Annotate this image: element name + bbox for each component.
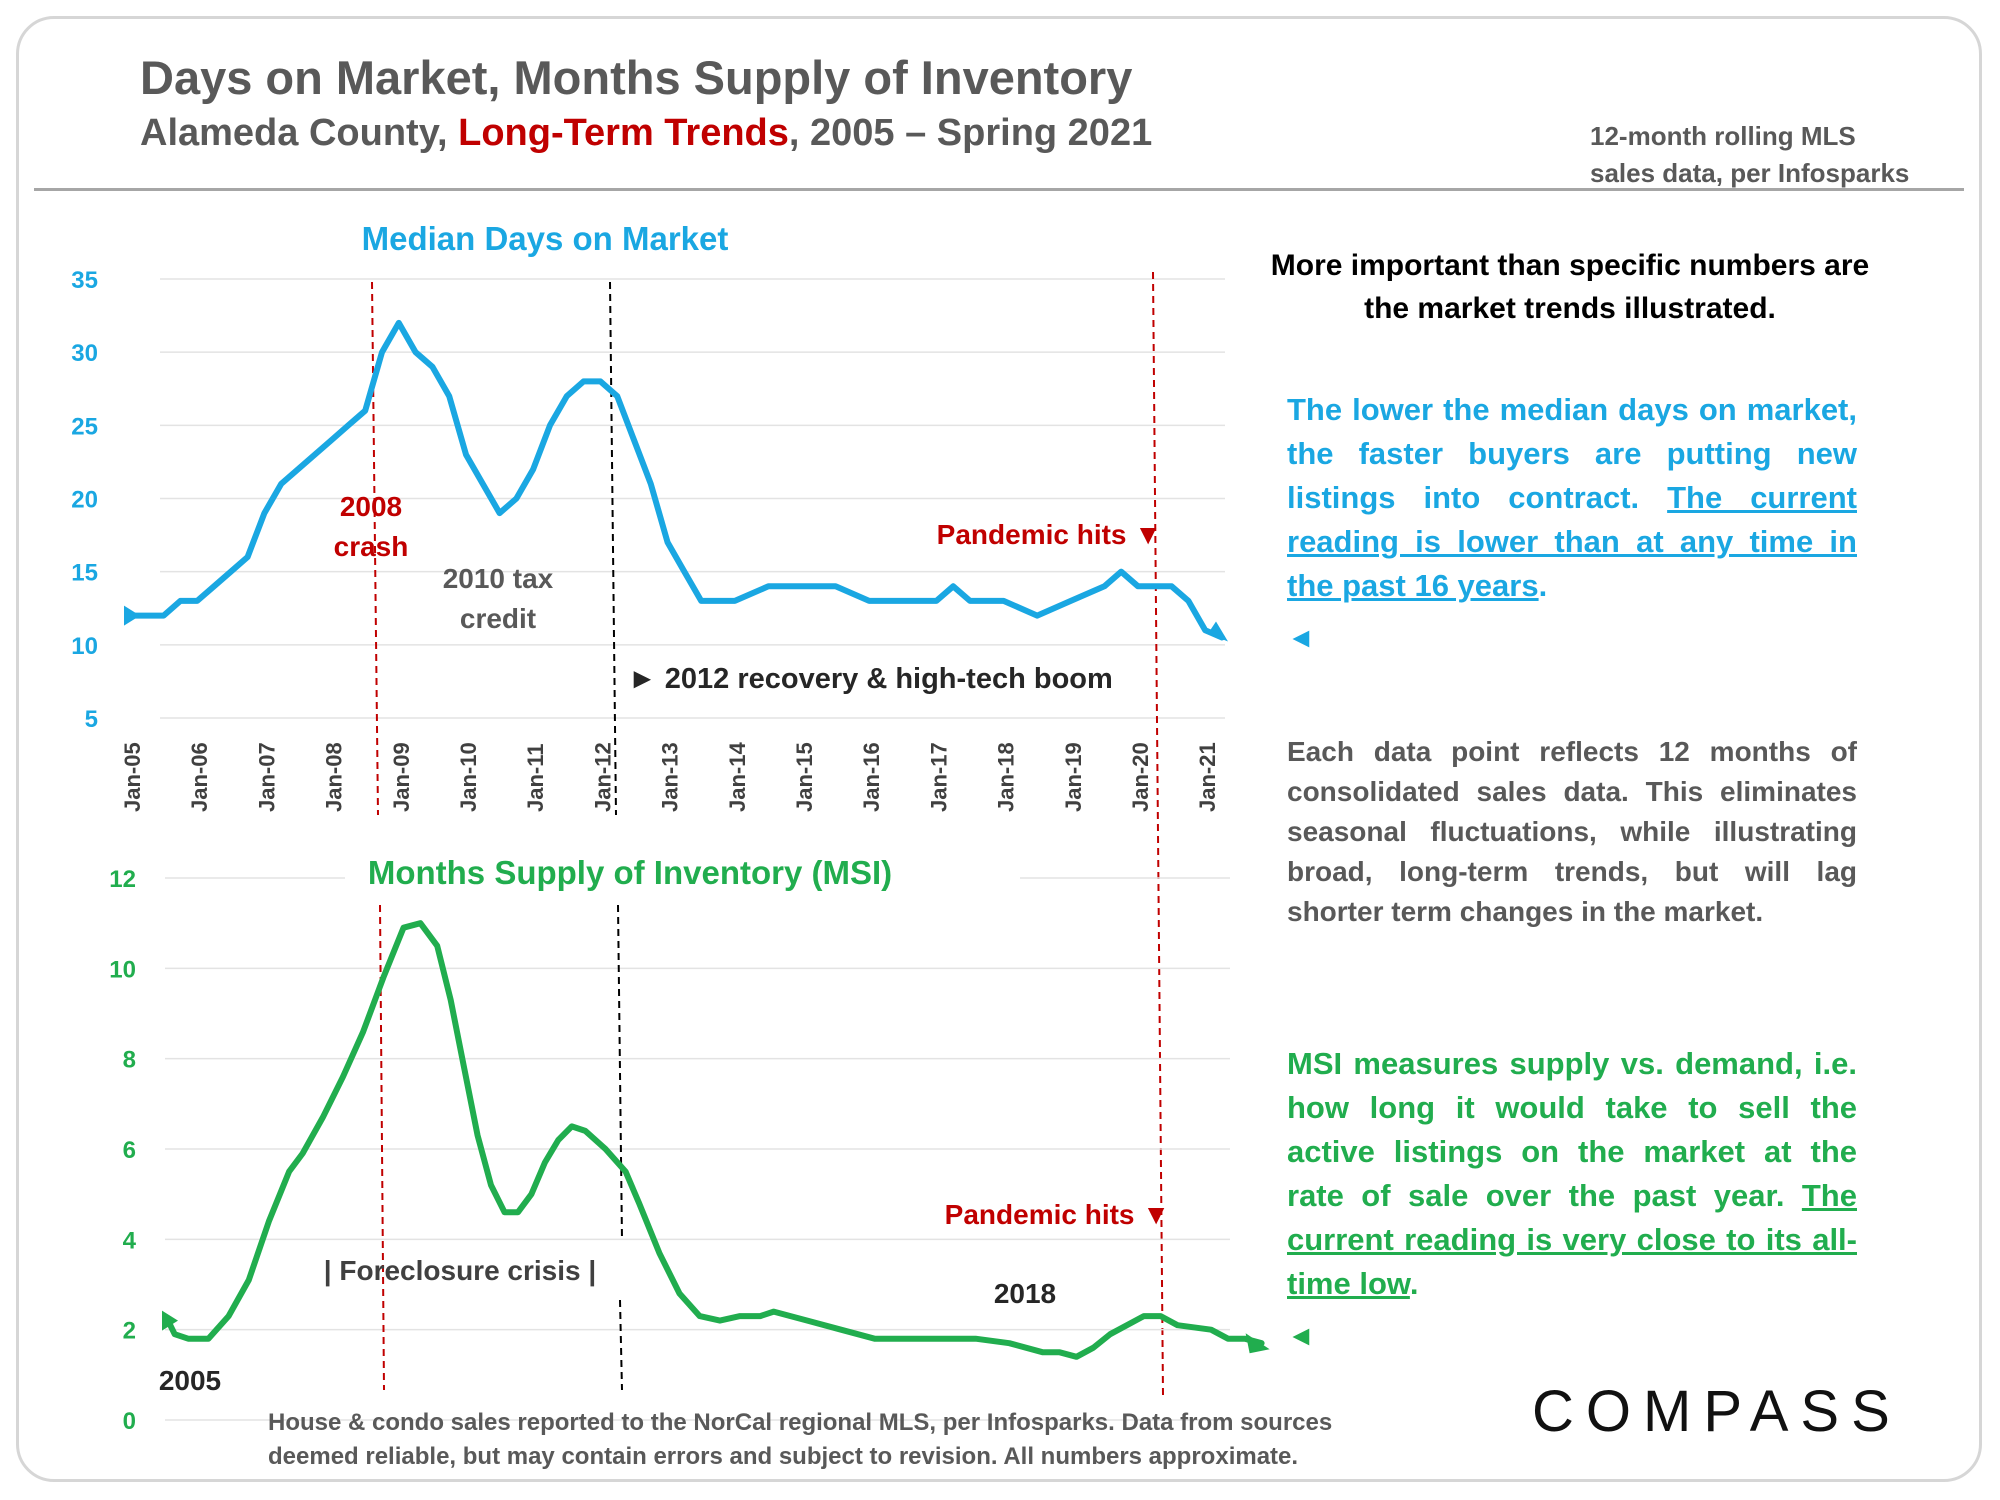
dom-x-tick-label: Jan-12 [590,742,615,812]
recovery-marker-line [609,281,617,816]
dom-x-tick-label: Jan-05 [120,742,145,812]
year-2018-label: 2018 [994,1278,1056,1309]
msi-y-tick-label: 10 [109,956,136,983]
msi-y-tick-label: 2 [123,1318,136,1345]
msi-pointer-icon: ◄ [1287,1320,1315,1351]
msi-chart-title: Months Supply of Inventory (MSI) [368,854,892,891]
dom-x-tick-label: Jan-14 [725,742,750,812]
year-2005-label: 2005 [159,1365,221,1396]
dom-x-tick-label: Jan-17 [926,742,951,812]
footnote-line-1: House & condo sales reported to the NorC… [268,1409,1333,1436]
msi-y-tick-label: 8 [123,1047,136,1074]
dom-x-tick-label: Jan-11 [523,744,548,813]
subtitle-region: Alameda County, [140,112,459,154]
dom-y-tick-label: 15 [71,560,98,587]
dom-y-tick-label: 5 [85,706,98,733]
footnote: House & condo sales reported to the NorC… [268,1406,1408,1474]
crash-annotation: crash [334,531,409,562]
report-card [16,16,1982,1482]
dom-x-tick-label: Jan-18 [994,742,1019,812]
msi-chart: 12 10 8 6 4 2 0 Months Supply of Inventory (MSI… [109,854,1270,1435]
dom-y-tick-label: 20 [71,487,98,514]
header-divider [34,188,1964,191]
msi-explanation-text: MSI measures supply vs. demand, i.e. how… [1287,1046,1857,1213]
subtitle-range: , 2005 – Spring 2021 [788,112,1153,154]
msi-y-tick-label: 6 [123,1137,136,1164]
data-point-explanation: Each data point reflects 12 months of co… [1287,736,1857,927]
msi-y-tick-label: 0 [123,1408,136,1435]
dom-x-tick-label: Jan-20 [1128,742,1153,812]
subtitle-highlight: Long-Term Trends [458,112,789,154]
msi-explanation-end: . [1409,1266,1419,1301]
dom-x-tick-label: Jan-16 [859,742,884,812]
pandemic-annotation: Pandemic hits ▼ [937,519,1162,550]
dom-explanation-highlight: The current reading is lower than at any… [1287,480,1857,603]
dom-x-tick-label: Jan-06 [187,742,212,812]
msi-explanation: MSI measures supply vs. demand, i.e. how… [1287,1042,1857,1358]
dom-explanation-text: The lower the median days on market, the… [1287,392,1857,515]
dom-chart: 35 30 25 20 15 10 5 Jan-05 Jan-06 Jan-07 Jan-08 Jan… [71,220,1228,1396]
dom-x-tick-label: Jan-19 [1061,742,1086,812]
dom-y-tick-label: 30 [71,340,98,367]
msi-y-tick-label: 12 [109,866,136,893]
dom-end-marker [1208,621,1228,642]
dom-chart-title: Median Days on Market [362,220,729,257]
dom-x-tick-label: Jan-15 [792,742,817,812]
dom-x-tick-label: Jan-08 [322,742,347,812]
dom-explanation-end: . [1538,568,1548,603]
key-message: More important than specific numbers are… [1270,249,1870,325]
dom-y-tick-label: 35 [71,267,98,294]
msi-explanation-highlight: The current reading is very close to its… [1287,1178,1857,1301]
dom-x-tick-label: Jan-21 [1195,742,1220,812]
crash-marker-line [371,281,379,816]
dom-x-tick-label: Jan-09 [389,742,414,812]
crash-marker-line-msi [379,904,385,1391]
page-title: Days on Market, Months Supply of Invento… [140,51,1133,104]
recovery-marker-line-msi [617,904,623,1241]
msi-series-line [165,920,1265,1360]
dom-x-tick-label: Jan-07 [254,742,279,812]
compass-logo: COMPASS [1532,1379,1902,1444]
crash-annotation: 2008 [340,491,402,522]
dom-explanation: The lower the median days on market, the… [1287,388,1857,660]
dom-y-tick-label: 10 [71,633,98,660]
dom-x-tick-label: Jan-10 [456,742,481,812]
msi-end-marker [1245,1333,1270,1354]
dom-y-tick-label: 25 [71,413,98,440]
recovery-marker-line-msi-lower [619,1299,623,1391]
msi-y-tick-label: 4 [123,1227,137,1254]
footnote-line-2: deemed reliable, but may contain errors … [268,1443,1299,1470]
source-line-1: 12-month rolling MLS [1590,121,1856,151]
source-line-2: sales data, per Infosparks [1590,158,1910,188]
tax-credit-annotation: credit [460,603,536,634]
pandemic-annotation-msi: Pandemic hits ▼ [945,1199,1170,1230]
dom-series-line [127,319,1225,641]
tax-credit-annotation: 2010 tax [443,563,554,594]
dom-pointer-icon: ◄ [1287,622,1315,653]
foreclosure-annotation: | Foreclosure crisis | [324,1255,596,1286]
source-note: 12-month rolling MLS sales data, per Info… [1590,118,1950,192]
msi-start-marker [162,1310,178,1331]
recovery-annotation: ► 2012 recovery & high-tech boom [628,663,1113,695]
page-subtitle: Alameda County, Long-Term Trends, 2005 –… [140,112,1152,155]
dom-start-marker [124,605,140,626]
dom-x-tick-label: Jan-13 [658,742,683,812]
